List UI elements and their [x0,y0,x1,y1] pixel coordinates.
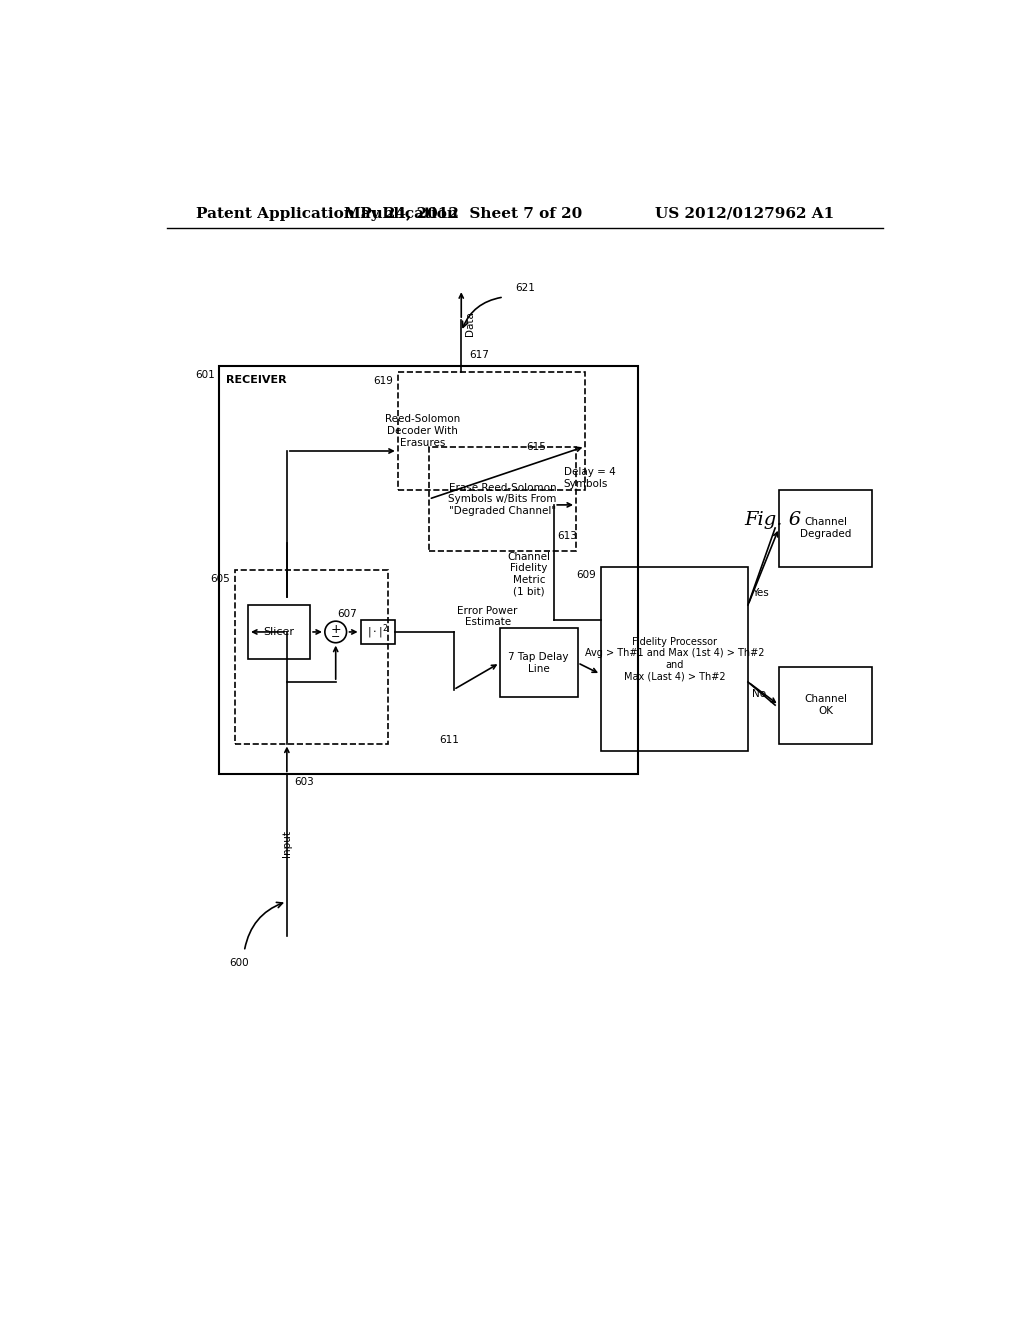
Text: 613: 613 [557,531,578,541]
Text: US 2012/0127962 A1: US 2012/0127962 A1 [655,207,835,220]
Text: 603: 603 [295,777,314,787]
Text: 7 Tap Delay
Line: 7 Tap Delay Line [509,652,569,673]
Text: Reed-Solomon
Decoder With
Erasures: Reed-Solomon Decoder With Erasures [385,414,460,447]
Text: 601: 601 [195,370,215,380]
Text: Slicer: Slicer [263,627,295,638]
Text: −: − [331,632,340,643]
Text: Delay = 4
Symbols: Delay = 4 Symbols [563,467,615,488]
Text: Channel
Fidelity
Metric
(1 bit): Channel Fidelity Metric (1 bit) [507,552,550,597]
Text: 611: 611 [439,735,460,744]
Text: No: No [752,689,766,698]
Text: Erase Reed-Solomon
Symbols w/Bits From
"Degraded Channel": Erase Reed-Solomon Symbols w/Bits From "… [449,483,556,516]
Text: 621: 621 [515,282,536,293]
Text: $|\cdot|^2$: $|\cdot|^2$ [368,623,389,642]
Text: Input: Input [282,830,292,857]
Text: 600: 600 [229,958,249,968]
Text: Data: Data [465,312,475,337]
Text: RECEIVER: RECEIVER [225,375,287,385]
Text: Fig. 6: Fig. 6 [744,511,801,529]
Text: Channel
Degraded: Channel Degraded [800,517,851,539]
Text: 619: 619 [373,376,393,387]
Text: Yes: Yes [752,589,769,598]
Text: Channel
OK: Channel OK [804,694,847,715]
Text: Fidelity Processor
Avg > Th#1 and Max (1st 4) > Th#2
and
Max (Last 4) > Th#2: Fidelity Processor Avg > Th#1 and Max (1… [585,636,764,681]
Text: Patent Application Publication: Patent Application Publication [197,207,458,220]
Text: 607: 607 [337,610,356,619]
Text: 605: 605 [211,574,230,585]
Text: May 24, 2012  Sheet 7 of 20: May 24, 2012 Sheet 7 of 20 [344,207,582,220]
Text: Error Power
Estimate: Error Power Estimate [458,606,518,627]
Text: 609: 609 [577,570,596,581]
Text: 617: 617 [469,350,488,360]
Text: 615: 615 [526,442,547,453]
Text: +: + [331,623,341,636]
